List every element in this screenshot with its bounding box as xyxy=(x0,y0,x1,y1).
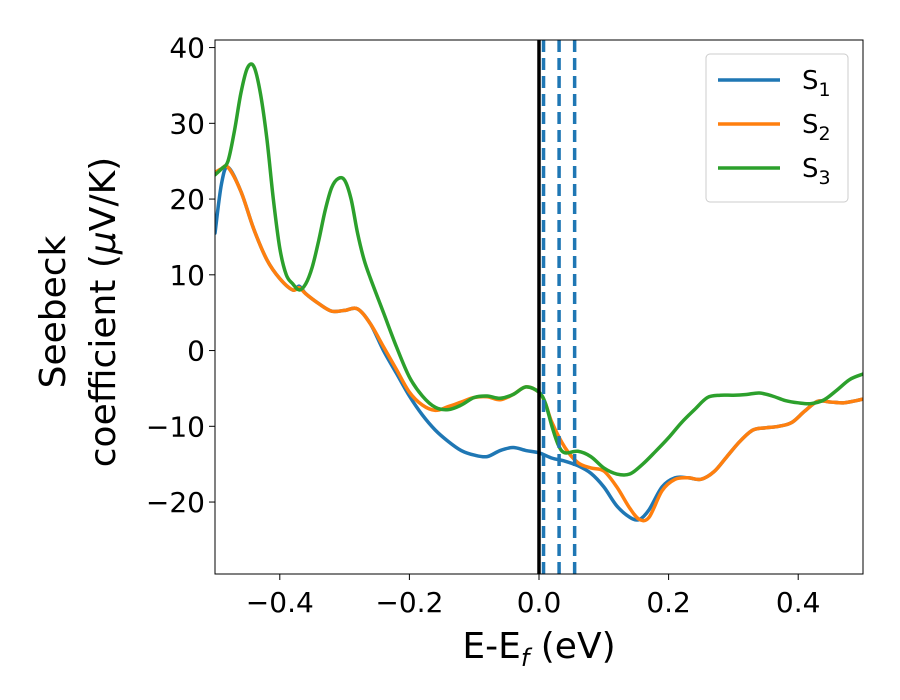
x-axis-title-main: E-E xyxy=(462,626,520,667)
legend-box xyxy=(705,53,849,203)
series-line-s3 xyxy=(215,62,863,477)
x-axis: −0.4 −0.2 0.0 0.2 0.4 xyxy=(246,574,821,619)
legend-label-sub: 3 xyxy=(819,167,831,189)
x-axis-title-unit: (eV) xyxy=(529,626,615,667)
plot-area xyxy=(215,40,863,574)
y-axis-title-line2: coefficient (μV/K) xyxy=(83,157,124,467)
legend-label-sub: 2 xyxy=(819,123,831,145)
y-tick-label: 40 xyxy=(169,32,205,65)
x-tick-label: −0.2 xyxy=(375,586,443,619)
legend-label-s1: S1 xyxy=(802,66,831,101)
x-tick-label: 0.4 xyxy=(776,586,821,619)
y-axis: −20 −10 0 10 20 30 40 xyxy=(146,32,215,519)
legend-label-s3: S3 xyxy=(802,154,831,189)
y-axis-title-suffix: V/K) xyxy=(83,157,124,231)
x-tick-label: 0.2 xyxy=(646,586,691,619)
y-axis-title: Seebeck coefficient (μV/K) xyxy=(33,157,124,467)
legend-label-name: S xyxy=(802,154,819,184)
x-axis-title: E-Ef (eV) xyxy=(462,626,615,672)
y-tick-label: 10 xyxy=(169,259,205,292)
legend-label-name: S xyxy=(802,110,819,140)
legend-label-name: S xyxy=(802,66,819,96)
legend-label-s2: S2 xyxy=(802,110,831,145)
legend-label-sub: 1 xyxy=(819,79,831,101)
y-tick-label: −10 xyxy=(146,410,205,443)
y-tick-label: 30 xyxy=(169,107,205,140)
y-axis-title-mu: μ xyxy=(83,231,124,255)
x-tick-label: −0.4 xyxy=(246,586,314,619)
y-axis-title-prefix: coefficient ( xyxy=(83,254,124,467)
y-tick-label: −20 xyxy=(146,486,205,519)
y-tick-label: 0 xyxy=(187,335,205,368)
x-tick-label: 0.0 xyxy=(517,586,562,619)
y-tick-label: 20 xyxy=(169,183,205,216)
y-axis-title-line1: Seebeck xyxy=(33,235,74,388)
